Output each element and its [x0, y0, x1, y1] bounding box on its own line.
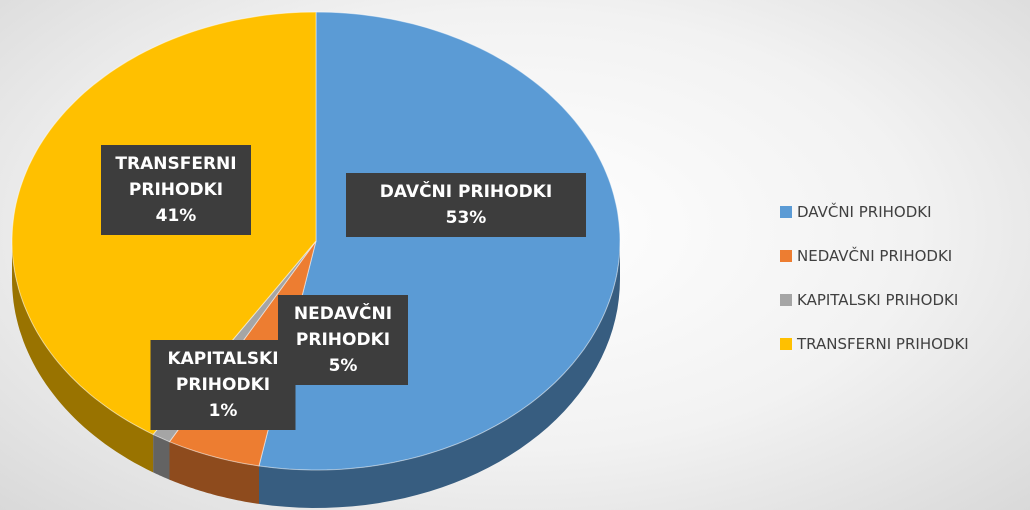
slice-side: [169, 441, 259, 504]
legend-entry: NEDAVČNI PRIHODKI: [780, 234, 969, 278]
data-label: DAVČNI PRIHODKI 53%: [346, 173, 586, 237]
data-label-category: KAPITALSKI PRIHODKI: [167, 349, 279, 395]
data-label: NEDAVČNI PRIHODKI 5%: [278, 295, 408, 385]
legend-entry: DAVČNI PRIHODKI: [780, 190, 969, 234]
legend: DAVČNI PRIHODKI NEDAVČNI PRIHODKI KAPITALS…: [780, 190, 969, 366]
data-label: KAPITALSKI PRIHODKI 1%: [150, 340, 296, 430]
legend-label: TRANSFERNI PRIHODKI: [797, 335, 969, 353]
data-label-value: 41%: [155, 206, 197, 226]
slice-side: [12, 241, 154, 473]
slice-side: [153, 434, 170, 480]
data-label-category: TRANSFERNI PRIHODKI: [115, 154, 237, 200]
data-label: TRANSFERNI PRIHODKI 41%: [101, 145, 251, 235]
data-label-value: 5%: [328, 356, 358, 376]
legend-swatch: [780, 250, 792, 262]
data-label-value: 53%: [445, 208, 487, 228]
legend-label: KAPITALSKI PRIHODKI: [797, 291, 959, 309]
legend-swatch: [780, 206, 792, 218]
legend-entry: KAPITALSKI PRIHODKI: [780, 278, 969, 322]
legend-label: DAVČNI PRIHODKI: [797, 203, 932, 221]
data-label-value: 1%: [208, 401, 238, 421]
data-label-category: NEDAVČNI PRIHODKI: [293, 304, 393, 350]
legend-label: NEDAVČNI PRIHODKI: [797, 247, 953, 265]
slice-side: [259, 241, 620, 508]
legend-swatch: [780, 338, 792, 350]
legend-swatch: [780, 294, 792, 306]
data-label-category: DAVČNI PRIHODKI: [379, 182, 553, 202]
legend-entry: TRANSFERNI PRIHODKI: [780, 322, 969, 366]
